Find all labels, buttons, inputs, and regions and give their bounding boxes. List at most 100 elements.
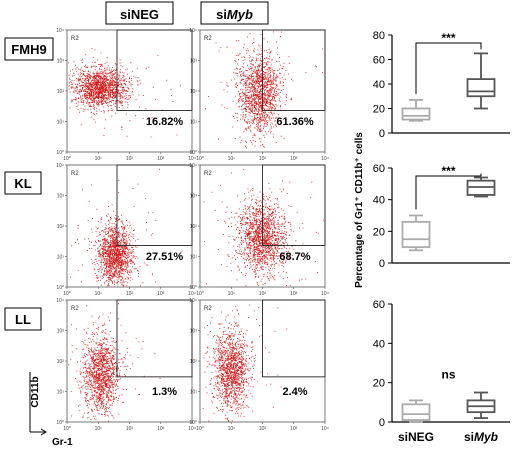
significance-mark: ns (441, 368, 455, 382)
flow-dots (203, 169, 324, 287)
flow-plot-frame (66, 299, 193, 423)
row-label-ll: LL (4, 307, 42, 331)
y-tick-label: 0 (379, 128, 385, 140)
gate-percentage: 27.51% (146, 251, 184, 263)
box-neg (401, 99, 431, 122)
column-header-0: siNEG (105, 1, 174, 25)
flow-y-tick: 10² (190, 224, 198, 230)
y-tick-label: 20 (373, 378, 385, 390)
flow-plot-frame (66, 164, 193, 288)
flow-x-tick: 10³ (157, 426, 165, 432)
flow-x-tick: 10¹ (95, 156, 103, 162)
flow-y-tick: 10² (57, 89, 65, 95)
significance-mark: *** (441, 164, 455, 178)
boxplot-panel-fmh9: 0 20 40 60 80 *** (373, 30, 510, 140)
box-iqr (401, 220, 431, 249)
flow-x-tick: 10⁴ (321, 291, 329, 297)
gate-percentage: 61.36% (276, 116, 314, 128)
flow-x-tick: 10¹ (228, 291, 236, 297)
flow-y-tick: 10⁰ (56, 285, 64, 291)
y-tick-label: 20 (373, 104, 385, 116)
gate-name: R2 (204, 36, 212, 42)
flow-y-tick: 10² (57, 224, 65, 230)
flow-dots (68, 303, 161, 422)
y-tick-label: 0 (379, 258, 385, 270)
row-label-fmh9: FMH9 (4, 37, 54, 61)
flow-x-tick: 10⁴ (321, 156, 329, 162)
flow-y-tick: 10⁰ (56, 150, 64, 156)
gate-name: R2 (204, 306, 212, 312)
flow-x-tick: 10² (126, 291, 134, 297)
flow-x-tick: 10⁴ (188, 426, 196, 432)
flow-dots (70, 168, 183, 287)
flow-y-tick: 10¹ (190, 255, 198, 261)
flow-x-tick: 10¹ (95, 426, 103, 432)
boxplot-y-label: Percentage of Gr1⁺ CD11b⁺ cells (354, 132, 365, 288)
flow-x-tick: 10¹ (228, 156, 236, 162)
column-header-label: siMyb (216, 7, 253, 22)
category-label-myb: siMyb (464, 430, 498, 444)
boxplot-panel-kl: 0 20 40 60 *** (373, 163, 510, 270)
flow-y-tick: 10³ (57, 194, 65, 200)
flow-y-tick: 10² (190, 89, 198, 95)
flow-x-tick: 10⁰ (63, 156, 71, 162)
flow-y-tick: 10⁴ (189, 28, 197, 34)
row-label-text: FMH9 (11, 42, 46, 57)
y-tick-label: 60 (373, 299, 385, 311)
flow-y-tick: 10⁰ (189, 285, 197, 291)
flow-x-tick: 10⁰ (63, 426, 71, 432)
gate-percentage: 68.7% (279, 251, 310, 263)
flow-x-tick: 10³ (290, 156, 298, 162)
flow-x-tick: 10⁰ (196, 426, 204, 432)
flow-x-tick: 10³ (290, 426, 298, 432)
flow-y-tick: 10³ (190, 329, 198, 335)
gate-r2 (116, 299, 193, 378)
gate-r2 (116, 29, 193, 111)
column-header-1: siMyb (200, 1, 269, 25)
flow-y-tick: 10¹ (190, 390, 198, 396)
flow-x-tick: 10² (259, 426, 267, 432)
cd11b-label: CD11b (30, 376, 41, 407)
flow-y-tick: 10³ (190, 194, 198, 200)
y-tick-label: 20 (373, 226, 385, 238)
y-tick-label: 0 (379, 417, 385, 429)
gate-name: R2 (71, 36, 79, 42)
flow-y-tick: 10³ (57, 329, 65, 335)
column-header-label: siNEG (120, 7, 159, 22)
gate-percentage: 1.3% (152, 386, 177, 398)
flow-x-tick: 10⁴ (188, 156, 196, 162)
gate-name: R2 (71, 171, 79, 177)
flow-x-tick: 10¹ (228, 426, 236, 432)
flow-x-tick: 10⁰ (63, 291, 71, 297)
flow-x-tick: 10¹ (95, 291, 103, 297)
gate-r2 (262, 164, 326, 246)
flow-x-tick: 10² (126, 426, 134, 432)
axis-marker: CD11b Gr-1 (29, 372, 73, 448)
flow-y-tick: 10¹ (57, 390, 65, 396)
gr1-label: Gr-1 (52, 437, 73, 448)
flow-y-tick: 10¹ (57, 255, 65, 261)
category-label-neg: siNEG (398, 430, 434, 444)
flow-y-tick: 10⁴ (189, 298, 197, 304)
boxplot-panel-ll: 0 20 40 60 ns (373, 299, 510, 429)
significance-bracket (415, 42, 482, 94)
box-iqr (401, 107, 431, 121)
flow-y-tick: 10⁰ (56, 420, 64, 426)
flow-x-tick: 10⁴ (188, 291, 196, 297)
gate-name: R2 (71, 306, 79, 312)
y-tick-label: 40 (373, 79, 385, 91)
gate-r2 (116, 164, 193, 246)
flow-x-tick: 10⁰ (196, 156, 204, 162)
flow-x-tick: 10² (259, 291, 267, 297)
box-neg (401, 214, 431, 252)
box-iqr (401, 403, 431, 421)
box-neg (401, 399, 431, 423)
flow-x-tick: 10² (259, 156, 267, 162)
gate-r2 (262, 299, 326, 378)
flow-y-tick: 10⁰ (189, 420, 197, 426)
row-label-kl: KL (4, 171, 42, 195)
flow-y-tick: 10² (190, 359, 198, 365)
